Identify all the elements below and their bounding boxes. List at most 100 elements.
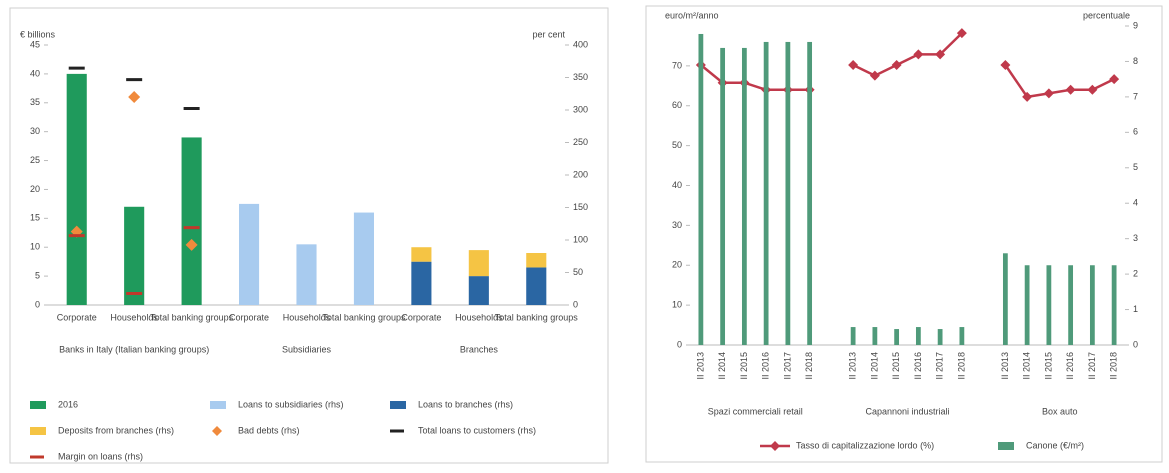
line-marker (956, 28, 967, 39)
diamond-marker (185, 238, 198, 251)
y2-tick-label: 350 (573, 72, 588, 82)
legend-label: 2016 (58, 399, 78, 409)
x-tick-label: II 2015 (891, 352, 901, 380)
x-tick-label: II 2017 (782, 352, 792, 380)
y-tick-label: 20 (30, 184, 40, 194)
bar (1068, 265, 1074, 345)
y-axis-title: euro/m²/anno (665, 10, 719, 20)
bar (239, 203, 260, 305)
y2-tick-label: 50 (573, 267, 583, 277)
bar (1111, 265, 1117, 345)
bar (1002, 253, 1008, 345)
group-label: Spazi commerciali retail (708, 406, 803, 416)
line-marker (1087, 84, 1098, 95)
x-tick-label: II 2013 (848, 352, 858, 380)
legend-swatch (770, 441, 780, 451)
y2-tick-label: 100 (573, 234, 588, 244)
x-tick-label: II 2016 (1065, 352, 1075, 380)
y-tick-label: 60 (672, 100, 682, 110)
group-label: Banks in Italy (Italian banking groups) (59, 344, 209, 354)
y-tick-label: 35 (30, 97, 40, 107)
bar (353, 212, 374, 305)
y2-tick-label: 4 (1133, 198, 1138, 208)
bar (785, 41, 791, 345)
line-marker (1000, 59, 1011, 70)
legend-swatch (390, 401, 406, 409)
y2-tick-label: 0 (1133, 339, 1138, 349)
legend-label: Loans to subsidiaries (rhs) (238, 399, 344, 409)
bar (807, 41, 813, 345)
legend-swatch (210, 401, 226, 409)
x-tick-label: II 2018 (804, 352, 814, 380)
y-tick-label: 50 (672, 140, 682, 150)
x-tick-label: Corporate (229, 312, 269, 322)
x-tick-label: II 2015 (739, 352, 749, 380)
legend-swatch (30, 427, 46, 435)
bar (915, 327, 921, 345)
x-tick-label: Corporate (401, 312, 441, 322)
x-tick-label: II 2017 (1087, 352, 1097, 380)
legend-label: Bad debts (rhs) (238, 425, 300, 435)
legend-label: Loans to branches (rhs) (418, 399, 513, 409)
y-tick-label: 40 (30, 68, 40, 78)
line (852, 32, 963, 78)
y2-tick-label: 3 (1133, 233, 1138, 243)
legend-label: Total loans to customers (rhs) (418, 425, 536, 435)
group-label: Branches (460, 344, 499, 354)
y-tick-label: 20 (672, 260, 682, 270)
bar (1089, 265, 1095, 345)
y-tick-label: 10 (30, 242, 40, 252)
bar (526, 267, 547, 305)
y2-tick-label: 300 (573, 104, 588, 114)
y-tick-label: 0 (35, 299, 40, 309)
line-marker (1065, 84, 1076, 95)
x-tick-label: II 2015 (1043, 352, 1053, 380)
line-marker (935, 49, 946, 60)
x-tick-label: Corporate (57, 312, 97, 322)
line-marker (913, 49, 924, 60)
y-tick-label: 40 (672, 180, 682, 190)
x-tick-label: II 2018 (956, 352, 966, 380)
group-label: Subsidiaries (282, 344, 332, 354)
bar (468, 276, 489, 305)
legend-swatch (212, 426, 222, 436)
y-tick-label: 15 (30, 213, 40, 223)
y-tick-label: 25 (30, 155, 40, 165)
bar (937, 329, 943, 345)
y2-tick-label: 150 (573, 202, 588, 212)
y2-tick-label: 400 (573, 39, 588, 49)
y2-tick-label: 250 (573, 137, 588, 147)
left-panel (9, 7, 609, 464)
line-marker (1043, 88, 1054, 99)
x-tick-label: Total banking groups (322, 312, 406, 322)
bar (959, 327, 965, 345)
x-tick-label: II 2014 (1022, 352, 1032, 380)
x-tick-label: II 2013 (1000, 352, 1010, 380)
x-tick-label: Total banking groups (495, 312, 579, 322)
bar (1046, 265, 1052, 345)
x-tick-label: II 2017 (935, 352, 945, 380)
y2-tick-label: 7 (1133, 91, 1138, 101)
y2-tick-label: 0 (573, 299, 578, 309)
y2-tick-label: 8 (1133, 56, 1138, 66)
legend-label: Margin on loans (rhs) (58, 451, 143, 461)
group-label: Capannoni industriali (865, 406, 949, 416)
y-tick-label: 5 (35, 270, 40, 280)
y-tick-label: 10 (672, 300, 682, 310)
y2-tick-label: 9 (1133, 20, 1138, 30)
bar (872, 327, 878, 345)
y-tick-label: 30 (30, 126, 40, 136)
bar (698, 33, 704, 345)
y2-axis-title: per cent (532, 29, 565, 39)
legend-label: Deposits from branches (rhs) (58, 425, 174, 435)
x-tick-label: Households (283, 312, 331, 322)
line-marker (1109, 74, 1120, 85)
bar (411, 261, 432, 305)
bar (66, 73, 87, 305)
bar (720, 47, 726, 346)
bar (296, 244, 317, 305)
bar (850, 327, 856, 345)
legend-label: Canone (€/m²) (1026, 440, 1084, 450)
y2-tick-label: 5 (1133, 162, 1138, 172)
